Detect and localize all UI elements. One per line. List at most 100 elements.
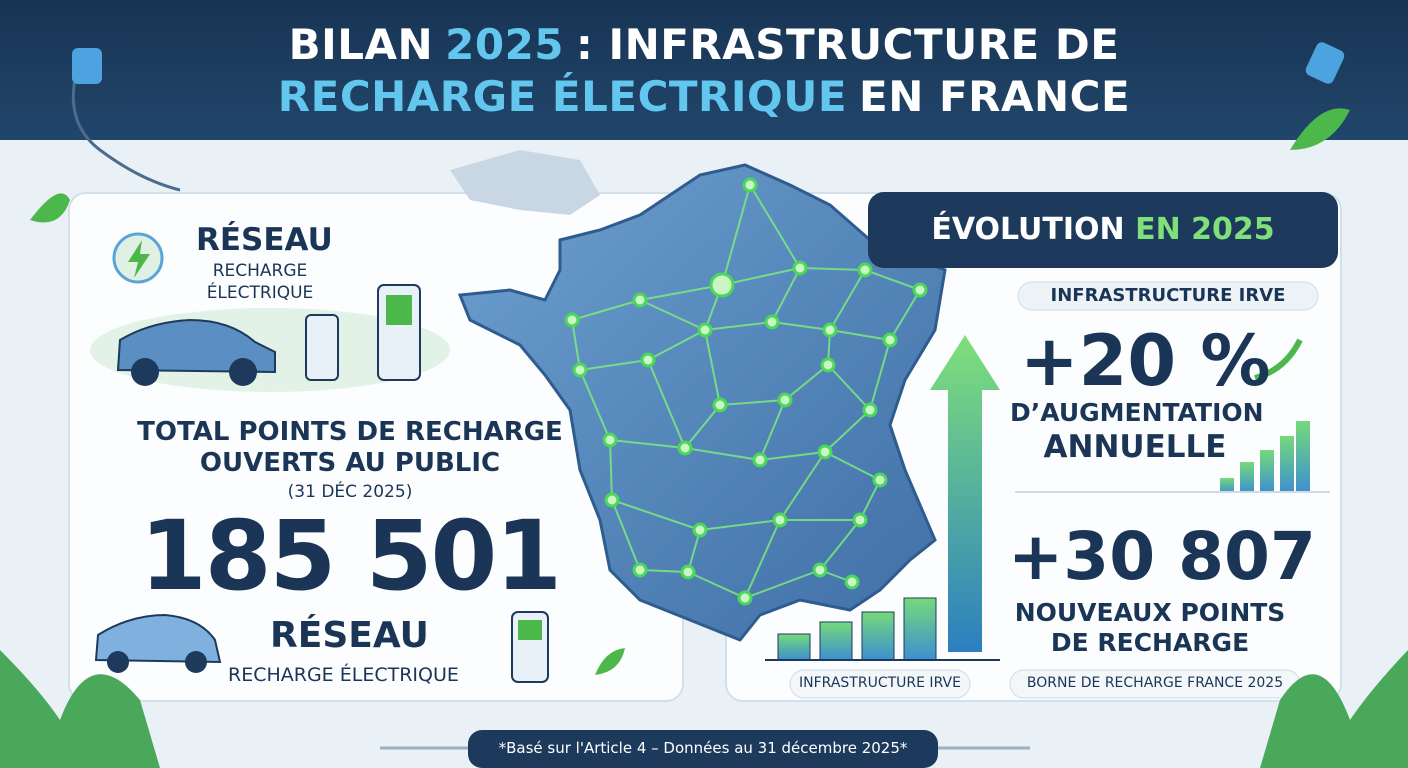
network-node (742, 177, 758, 193)
network-lines (571, 184, 921, 599)
network-node (712, 397, 728, 413)
bar-shape (819, 621, 853, 661)
bar-chart-illustration (765, 597, 1000, 661)
network-node (777, 392, 793, 408)
network-line (579, 359, 649, 371)
network-line (771, 321, 831, 331)
network-line (869, 339, 891, 411)
section-label: INFRASTRUCTURE IRVE (1050, 285, 1286, 306)
network-node (709, 272, 735, 298)
network-line (639, 299, 706, 331)
network-node (632, 292, 648, 308)
header (0, 0, 1408, 140)
network-node (697, 322, 713, 338)
network-line (744, 519, 781, 599)
footer-note: *Basé sur l'Article 4 – Données au 31 dé… (498, 739, 908, 757)
network-line (579, 369, 611, 441)
cable (71, 59, 181, 192)
bar-shape (1220, 478, 1234, 493)
network-line (571, 319, 581, 371)
network-line (759, 399, 786, 461)
growth-value: +20 % (1020, 320, 1271, 402)
title-highlight: EN 2025 (1135, 212, 1275, 247)
network-nodes (564, 177, 928, 606)
badge-subtitle: RECHARGE ÉLECTRIQUE (180, 260, 340, 304)
leaf (1290, 108, 1350, 150)
station-screen (518, 620, 542, 640)
network-node (792, 260, 808, 276)
network-line (779, 451, 826, 521)
bar-shape (1280, 436, 1294, 493)
text-line: RECHARGE (212, 261, 308, 281)
network-line (784, 364, 829, 401)
network-node (857, 262, 873, 278)
bar-shape (1260, 450, 1274, 493)
network-node (764, 314, 780, 330)
network-node (812, 562, 828, 578)
wheel (185, 651, 207, 673)
bar-shape (1240, 462, 1254, 493)
bar-shape (861, 611, 895, 661)
network-node (692, 522, 708, 538)
network-line (824, 451, 881, 481)
bar-shape (1296, 421, 1310, 493)
total-value: 185 501 (139, 500, 562, 612)
network-line (744, 569, 821, 599)
title-line: RECHARGE ÉLECTRIQUE EN FRANCE (0, 72, 1408, 121)
network-line (864, 269, 921, 291)
uk-shape (450, 150, 600, 215)
new-points-value: +30 807 (1008, 518, 1316, 595)
title-text: BILAN (288, 20, 434, 69)
network-node (572, 362, 588, 378)
badge-subtitle: RECHARGE ÉLECTRIQUE (228, 664, 459, 686)
text-line: D’AUGMENTATION (1010, 398, 1264, 427)
title-highlight: 2025 (445, 20, 565, 69)
text-line: TOTAL POINTS DE RECHARGE (137, 417, 563, 447)
title-bar (868, 192, 1338, 268)
network-line (749, 184, 801, 269)
bar-shape (777, 633, 811, 661)
badge-title: RÉSEAU (196, 222, 333, 258)
network-line (719, 399, 786, 406)
title-highlight: RECHARGE ÉLECTRIQUE (277, 72, 848, 121)
network-line (639, 284, 723, 301)
network-node (852, 512, 868, 528)
network-node (772, 512, 788, 528)
network-line (699, 519, 781, 531)
network-node (844, 574, 860, 590)
bar-shape (903, 597, 937, 661)
text-line: ÉLECTRIQUE (206, 283, 314, 303)
network-line (721, 184, 751, 286)
network-line (827, 364, 871, 411)
network-line (647, 359, 686, 449)
label-pill (1017, 281, 1319, 311)
network-line (684, 447, 761, 461)
network-node (604, 492, 620, 508)
leaves (1260, 650, 1408, 768)
network-line (771, 267, 801, 323)
trend-arrow (1254, 338, 1303, 381)
network-line (829, 329, 891, 341)
wheel (229, 358, 257, 386)
wheel (131, 358, 159, 386)
leaf (595, 648, 625, 675)
network-node (862, 402, 878, 418)
text-line: ANNUELLE (1043, 429, 1227, 465)
evolution-title: ÉVOLUTION EN 2025 (868, 212, 1338, 247)
text-line: OUVERTS AU PUBLIC (199, 448, 501, 478)
charging-station (305, 314, 339, 381)
network-line (829, 269, 866, 331)
network-line (609, 439, 613, 501)
wheel (107, 651, 129, 673)
plug-icon (72, 48, 102, 84)
growth-label: D’AUGMENTATION ANNUELLE (1010, 396, 1264, 465)
france-map (457, 163, 947, 642)
network-line (799, 267, 866, 271)
title-text: ÉVOLUTION (931, 212, 1125, 247)
text-line: DE RECHARGE (1050, 628, 1250, 657)
leaf (30, 193, 70, 223)
network-node (677, 440, 693, 456)
network-line (819, 519, 861, 571)
bolt (128, 240, 150, 278)
